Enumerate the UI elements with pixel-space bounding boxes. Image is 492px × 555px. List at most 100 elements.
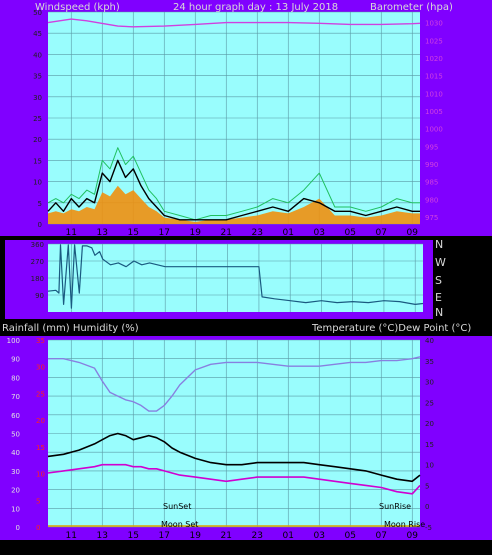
temp-xtick-05: 05 (345, 531, 356, 541)
baro-ytick-975: 975 (425, 214, 438, 222)
dir-label-n-top: N (435, 238, 443, 251)
dir-ytick-90: 90 (35, 292, 44, 300)
humidity-ytick-100: 100 (7, 337, 20, 345)
baro-ytick-995: 995 (425, 143, 438, 151)
rain-humidity-axis-label: Rainfall (mm) Humidity (%) (2, 323, 139, 334)
baro-ytick-1030: 1030 (425, 20, 443, 28)
rain-ytick-10: 10 (36, 471, 45, 479)
moonrise-label: Moon Rise (384, 520, 425, 529)
baro-ytick-1015: 1015 (425, 73, 443, 81)
temp-ytick--5: -5 (425, 524, 432, 532)
temp-ytick-0: 0 (425, 503, 429, 511)
temp-xtick-03: 03 (314, 531, 325, 541)
wind-ytick-40: 40 (33, 51, 42, 59)
humidity-ytick-50: 50 (11, 431, 20, 439)
wind-speed-line (47, 159, 420, 221)
humidity-ytick-80: 80 (11, 374, 20, 382)
temp-xtick-11: 11 (66, 531, 77, 541)
temp-ytick-40: 40 (425, 337, 434, 345)
moonset-label: Moon Set (161, 520, 198, 529)
wind-xtick-21: 21 (221, 228, 232, 238)
wind-xtick-23: 23 (252, 228, 263, 238)
baro-ytick-1025: 1025 (425, 37, 443, 45)
baro-ytick-980: 980 (425, 196, 438, 204)
humidity-ytick-70: 70 (11, 393, 20, 401)
humidity-ytick-0: 0 (16, 524, 20, 532)
rain-ytick-0: 0 (36, 524, 40, 532)
wind-ytick-15: 15 (33, 157, 42, 165)
wind-xtick-15: 15 (128, 228, 139, 238)
temp-xtick-13: 13 (97, 531, 108, 541)
temp-xtick-09: 09 (407, 531, 419, 541)
dir-label-e: E (435, 291, 442, 304)
wind-xtick-09: 09 (407, 228, 419, 238)
wind-ytick-20: 20 (33, 136, 42, 144)
wind-ytick-45: 45 (33, 30, 42, 38)
temp-xtick-19: 19 (190, 531, 202, 541)
dir-ytick-360: 360 (31, 241, 44, 249)
rain-ytick-25: 25 (36, 390, 45, 398)
humidity-ytick-90: 90 (11, 356, 20, 364)
baro-ytick-1010: 1010 (425, 90, 443, 98)
wind-xtick-11: 11 (66, 228, 77, 238)
rain-ytick-30: 30 (36, 364, 45, 372)
sunset-label: SunSet (163, 502, 191, 511)
rain-ytick-20: 20 (36, 417, 45, 425)
humidity-line (48, 356, 421, 412)
dewpoint-line (47, 463, 421, 495)
wind-xtick-05: 05 (345, 228, 356, 238)
baro-ytick-1020: 1020 (425, 55, 443, 63)
humidity-ytick-40: 40 (11, 449, 20, 457)
wind-gust-line (47, 147, 420, 221)
dir-ytick-180: 180 (31, 275, 44, 283)
sunrise-label: SunRise (379, 502, 411, 511)
barometer-line (47, 18, 421, 28)
temp-ytick-10: 10 (425, 462, 434, 470)
wind-ytick-35: 35 (33, 73, 42, 81)
baro-ytick-990: 990 (425, 161, 438, 169)
temp-ytick-20: 20 (425, 420, 434, 428)
dir-label-s: S (435, 274, 442, 287)
temp-ytick-25: 25 (425, 399, 434, 407)
wind-axis-label: Windspeed (kph) (35, 2, 120, 13)
wind-xtick-03: 03 (314, 228, 325, 238)
barometer-axis-label: Barometer (hpa) (370, 2, 453, 13)
temp-xtick-15: 15 (128, 531, 139, 541)
humidity-ytick-10: 10 (11, 505, 20, 513)
wind-xtick-13: 13 (97, 228, 108, 238)
wind-xtick-01: 01 (283, 228, 294, 238)
temp-ytick-5: 5 (425, 482, 429, 490)
wind-ytick-30: 30 (33, 94, 42, 102)
wind-gust-fill (48, 185, 420, 224)
baro-ytick-1005: 1005 (425, 108, 443, 116)
wind-ytick-25: 25 (33, 115, 42, 123)
temp-ytick-30: 30 (425, 379, 434, 387)
wind-xtick-17: 17 (159, 228, 170, 238)
temp-dew-axis-label: Temperature (°C)Dew Point (°C) (311, 323, 471, 334)
dir-ytick-270: 270 (31, 258, 44, 266)
wind-ytick-5: 5 (38, 200, 42, 208)
rain-ytick-5: 5 (36, 497, 40, 505)
baro-ytick-1000: 1000 (425, 126, 443, 134)
baro-ytick-985: 985 (425, 179, 438, 187)
wind-chart-title: 24 hour graph day : 13 July 2018 (173, 2, 338, 13)
dir-label-n-bottom: N (435, 306, 443, 319)
humidity-ytick-30: 30 (11, 468, 20, 476)
humidity-ytick-60: 60 (11, 412, 20, 420)
temp-xtick-07: 07 (376, 531, 387, 541)
temperature-line (47, 432, 421, 483)
humidity-ytick-20: 20 (11, 487, 20, 495)
wind-ytick-50: 50 (33, 9, 42, 17)
wind-ytick-10: 10 (33, 179, 42, 187)
wind-ytick-0: 0 (38, 221, 42, 229)
rain-ytick-35: 35 (36, 337, 45, 345)
temp-xtick-23: 23 (252, 531, 263, 541)
rain-ytick-15: 15 (36, 444, 45, 452)
temp-xtick-21: 21 (221, 531, 232, 541)
temp-ytick-15: 15 (425, 441, 434, 449)
dir-label-w: W (435, 256, 446, 269)
wind-xtick-19: 19 (190, 228, 202, 238)
temp-ytick-35: 35 (425, 358, 434, 366)
